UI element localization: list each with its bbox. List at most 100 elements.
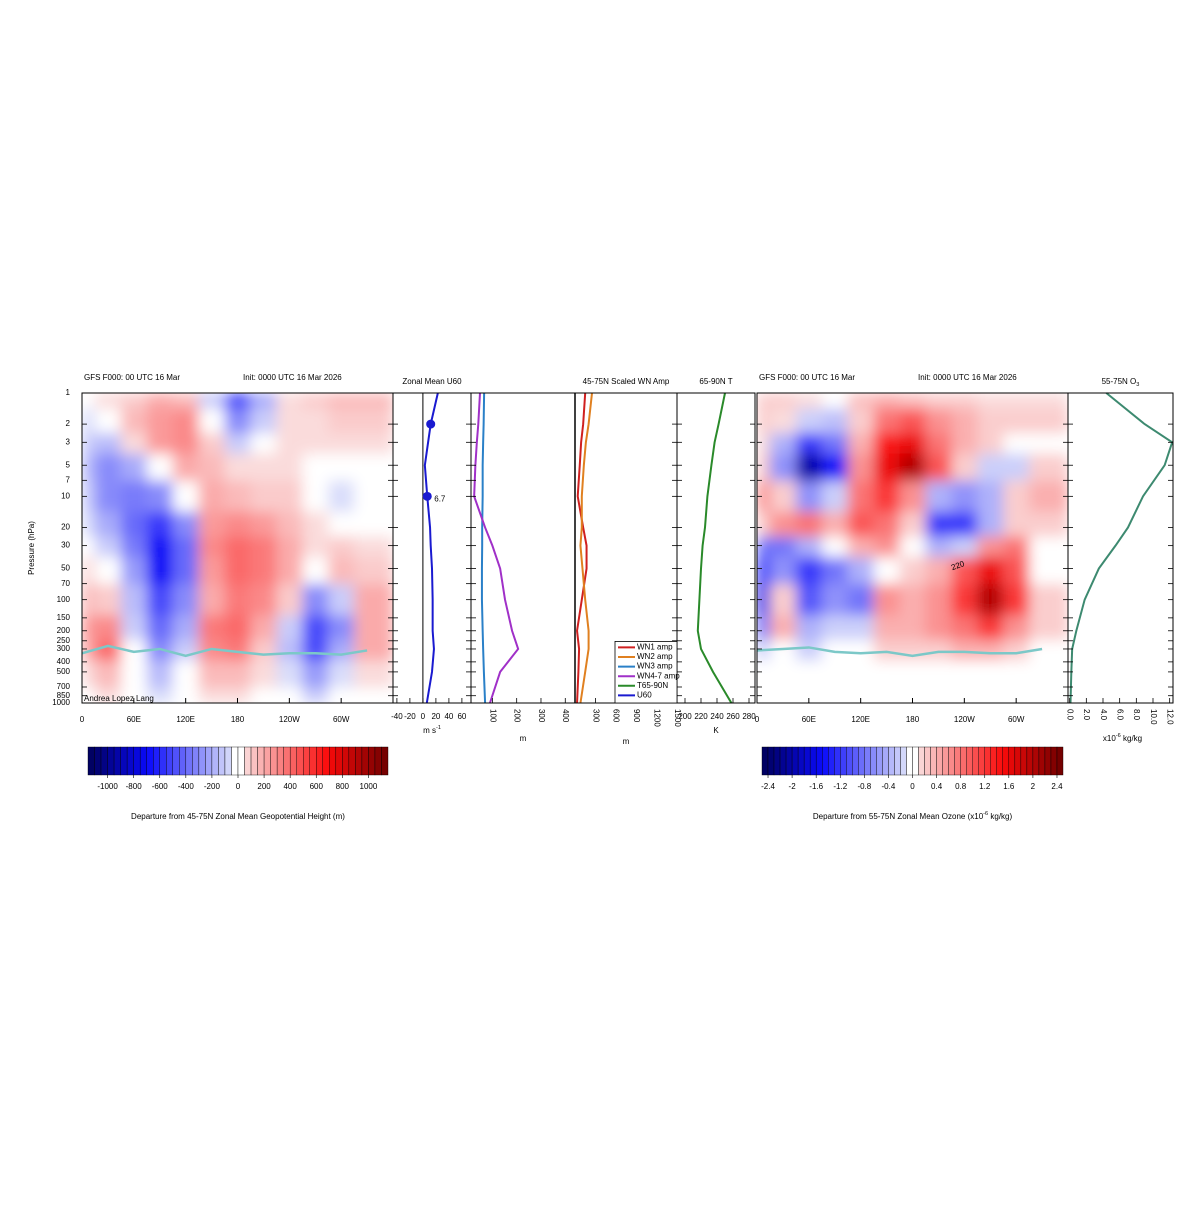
colorbar-label: 0.8 [955,782,967,791]
x-tick-label: 120E [176,715,195,724]
label-part: 65-90N T [699,377,732,386]
heat-cell [172,639,200,661]
heat-cell [276,584,303,616]
colorbar-box [218,746,226,776]
label-part: Departure from 45-75N Zonal Mean Geopote… [131,812,345,821]
heat-cell [769,687,797,703]
heat-cell [899,660,926,688]
heat-cell [795,433,823,455]
heat-cell [1003,453,1030,482]
heat-cell [925,480,952,513]
heat-cell [757,687,771,703]
heat-cell [795,393,823,410]
colorbar-label: -1.2 [833,782,847,791]
heat-cell [328,536,355,558]
heat-cell [795,511,823,538]
colorbar-label: 400 [283,782,297,791]
colorbar-box [303,746,310,776]
colorbar-box [289,746,297,776]
heat-cell [769,433,797,455]
colorbar-label: 200 [257,782,271,791]
heat-cell [925,453,952,482]
heat-cell [94,639,122,661]
colorbar-box [1008,746,1016,776]
heat-cell [302,584,329,616]
x-tick-label: 600 [612,709,621,723]
heat-cell [276,453,303,482]
legend-label: WN4-7 amp [637,671,680,680]
heat-cell [769,408,797,434]
colorbar-label: 800 [336,782,350,791]
heat-cell [1003,511,1030,538]
heat-cell [146,584,174,616]
heat-cell [276,511,303,538]
colorbar-box [263,746,271,776]
heat-cell [925,408,952,434]
colorbar-box [1020,746,1028,776]
heat-cell [276,408,303,434]
heat-cell [925,584,952,616]
heat-cell [1029,639,1068,661]
heat-cell [354,536,393,558]
heat-cell [82,453,96,482]
heat-cell [250,615,277,641]
colorbar-box [296,746,304,776]
x-tick-label: 120E [851,715,870,724]
heat-cell [821,453,849,482]
heat-cell [94,687,122,703]
chart-subtitle: Init: 0000 UTC 16 Mar 2026 [918,373,1017,382]
label-part: -6 [983,811,988,817]
heat-cell [354,584,393,616]
colorbar-box [1032,746,1040,776]
heat-cell [94,660,122,688]
heat-cell [873,536,901,558]
colorbar-box [205,746,213,776]
profile-point [426,419,436,429]
heat-cell [224,615,251,641]
label: Zonal Mean U60 [402,377,462,386]
heat-cell [899,687,926,703]
heat-cell [977,408,1004,434]
heat-cell [146,615,174,641]
colorbar-label: -200 [204,782,221,791]
heat-cell [82,433,96,455]
heat-cell [198,615,226,641]
heat-cell [302,511,329,538]
heat-cell [821,557,849,585]
heat-cell [172,453,200,482]
heat-cell [198,660,226,688]
y-tick-label: 1000 [52,698,70,707]
heat-cell [757,584,771,616]
heat-cell [899,536,926,558]
heat-cell [1029,536,1068,558]
colorbar-box [797,746,805,776]
heat-cell [847,393,875,410]
heat-cell [925,511,952,538]
heat-cell [1003,393,1030,410]
heat-cell [198,639,226,661]
heat-cell [172,687,200,703]
x-tick-label: 300 [537,709,546,723]
heat-cell [94,393,122,410]
colorbar-box [113,746,121,776]
heat-cell [769,660,797,688]
heat-cell [82,480,96,513]
colorbar-box [876,746,883,776]
heat-cell [951,393,978,410]
heat-cell [250,393,277,410]
x-tick-label: 120W [279,715,300,724]
heat-cell [120,453,148,482]
heat-cell [250,584,277,616]
label: 65-90N T [699,377,732,386]
colorbar-label: -800 [126,782,143,791]
y-tick-label: 100 [57,595,71,604]
chart-title: GFS F000: 00 UTC 16 Mar [84,373,180,382]
heat-cell [847,584,875,616]
y-tick-label: 50 [61,564,70,573]
colorbar-label: -400 [178,782,195,791]
heat-cell [899,615,926,641]
x-tick-label: 10.0 [1149,709,1158,725]
colorbar-box [237,746,245,776]
heatmap [757,393,1068,703]
